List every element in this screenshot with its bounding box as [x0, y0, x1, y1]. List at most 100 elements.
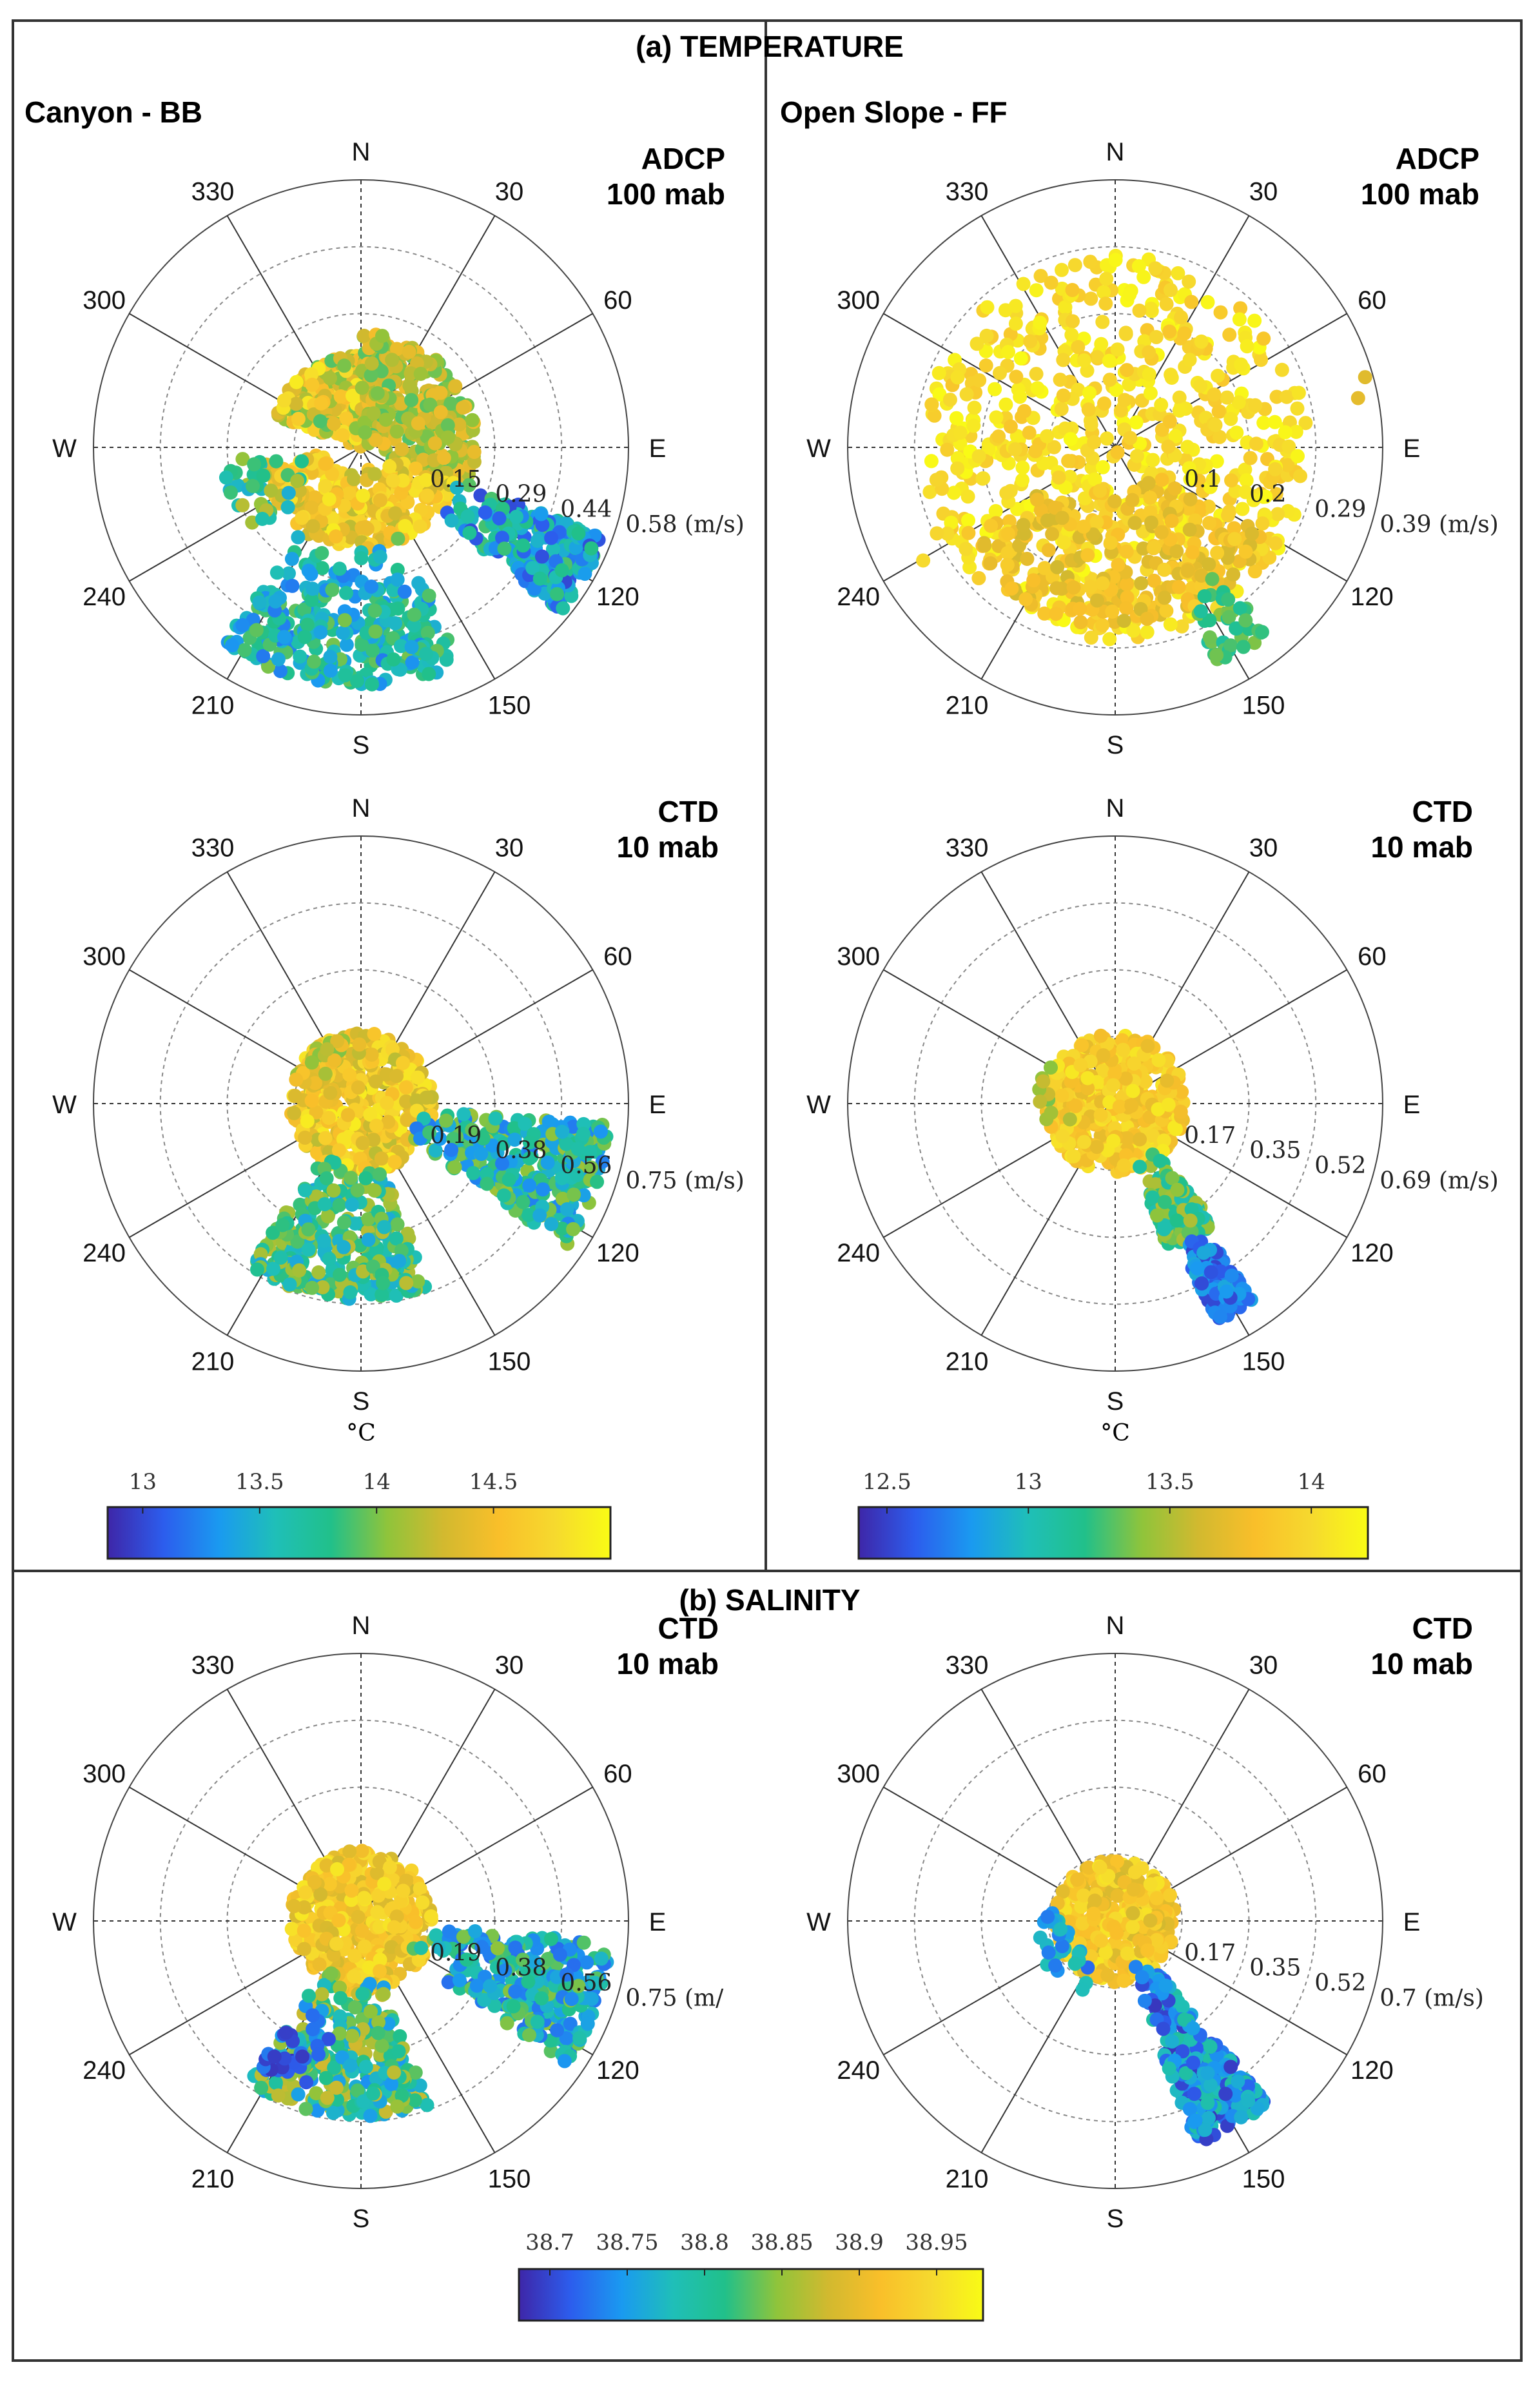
data-point — [1249, 436, 1263, 451]
data-point — [1125, 492, 1140, 507]
data-point — [959, 541, 973, 556]
data-point — [1093, 1107, 1108, 1122]
data-point — [1280, 389, 1294, 404]
data-point — [317, 1197, 332, 1212]
data-point — [301, 1242, 316, 1257]
data-point — [1055, 1129, 1070, 1144]
data-point — [297, 1924, 311, 1938]
data-point — [391, 531, 405, 546]
radial-tick-label: 0.56 — [560, 1153, 612, 1179]
data-point — [530, 534, 545, 549]
data-point — [367, 603, 382, 618]
data-point — [1098, 297, 1113, 311]
data-point — [1142, 367, 1156, 382]
data-point — [971, 570, 986, 585]
data-point — [1054, 402, 1069, 416]
direction-label: 150 — [488, 691, 531, 719]
data-point — [1268, 462, 1283, 476]
data-point — [1132, 303, 1147, 318]
data-point — [330, 1862, 344, 1876]
data-point — [1105, 604, 1120, 619]
data-point — [424, 1909, 438, 1924]
data-point — [492, 511, 507, 526]
data-point — [376, 1276, 391, 1291]
data-point — [1247, 313, 1262, 328]
data-point — [1019, 592, 1033, 607]
data-point — [415, 1895, 430, 1910]
data-point — [1267, 414, 1282, 429]
data-point — [304, 367, 318, 382]
data-point — [355, 380, 369, 395]
data-point — [413, 367, 428, 381]
direction-label: N — [352, 138, 371, 166]
data-point — [1103, 536, 1118, 550]
scatter-points — [916, 248, 1372, 667]
data-point — [367, 1027, 382, 1041]
data-point — [368, 433, 383, 447]
data-point — [313, 625, 328, 639]
data-point — [389, 342, 404, 356]
data-point — [1209, 648, 1224, 663]
direction-label: 240 — [837, 1239, 880, 1267]
data-point — [1040, 513, 1055, 528]
direction-label: 120 — [1350, 1239, 1394, 1267]
data-point — [407, 607, 422, 622]
data-point — [1100, 431, 1115, 446]
instrument-label: ADCP — [1396, 142, 1479, 175]
data-point — [544, 1217, 559, 1231]
data-point — [594, 1124, 608, 1139]
data-point — [473, 488, 488, 503]
data-point — [1141, 476, 1156, 491]
data-point — [335, 428, 350, 443]
data-point — [1278, 425, 1292, 440]
data-point — [219, 470, 233, 485]
data-point — [922, 485, 937, 500]
data-point — [387, 1920, 402, 1934]
data-point — [1111, 558, 1126, 572]
data-point — [411, 1070, 425, 1085]
data-point — [312, 1957, 327, 1972]
data-point — [1081, 402, 1096, 417]
data-point — [390, 572, 405, 587]
data-point — [988, 503, 1003, 518]
data-point — [1073, 601, 1087, 616]
data-point — [1120, 577, 1134, 592]
radial-tick-label: 0.35 — [1249, 1138, 1301, 1164]
data-point — [358, 425, 373, 440]
direction-label: S — [1107, 731, 1124, 759]
data-point — [1066, 580, 1081, 595]
data-point — [1000, 527, 1015, 541]
data-point — [1167, 481, 1182, 496]
data-point — [378, 413, 393, 427]
data-point — [1051, 470, 1066, 485]
data-point — [1057, 535, 1071, 550]
data-point — [1293, 469, 1307, 483]
data-point — [1184, 295, 1199, 309]
data-point — [235, 618, 250, 632]
grid-circle — [93, 179, 629, 716]
data-point — [1202, 630, 1217, 645]
data-point — [1119, 544, 1134, 559]
data-point — [444, 513, 459, 528]
data-point — [1227, 532, 1242, 547]
data-point — [1229, 425, 1244, 440]
data-point — [277, 393, 291, 408]
data-point — [1220, 390, 1234, 405]
data-point — [1056, 353, 1071, 367]
data-point — [1155, 525, 1169, 540]
data-point — [369, 1074, 383, 1089]
direction-label: N — [352, 794, 371, 823]
data-point — [255, 512, 269, 526]
depth-label: 100 mab — [607, 177, 725, 211]
data-point — [462, 478, 476, 492]
data-point — [1013, 351, 1028, 365]
data-point — [1050, 560, 1065, 574]
direction-label: E — [649, 434, 667, 463]
data-point — [385, 353, 400, 367]
direction-label: N — [1106, 138, 1125, 166]
data-point — [354, 551, 369, 565]
data-point — [364, 356, 379, 371]
data-point — [373, 1963, 387, 1978]
data-point — [930, 526, 944, 541]
data-point — [369, 1118, 384, 1133]
